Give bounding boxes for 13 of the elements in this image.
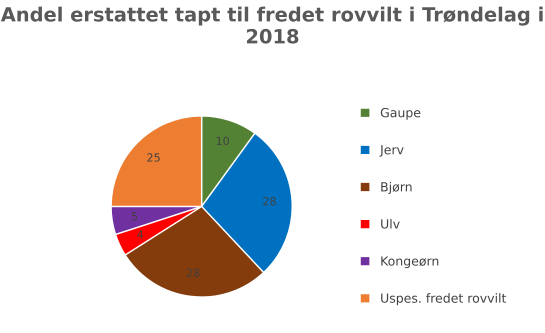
chart-title: Andel erstattet tapt til fredet rovvilt i Trøndelag i 2018 [0,6,543,44]
legend-label: Jerv [379,145,404,157]
legend-label: Uspes. fredet rovvilt [381,293,506,306]
legend-label: Bjørn [381,182,412,194]
data-label: 5 [132,212,138,220]
data-label: 10 [216,136,229,146]
data-label: 4 [137,230,144,238]
legend-label: Ulv [381,218,400,229]
data-label: 25 [147,153,160,162]
data-label: 28 [263,197,276,206]
legend-label: Kongeørn [381,256,438,268]
legend-label: Gaupe [380,108,420,120]
data-label: 28 [186,268,200,278]
